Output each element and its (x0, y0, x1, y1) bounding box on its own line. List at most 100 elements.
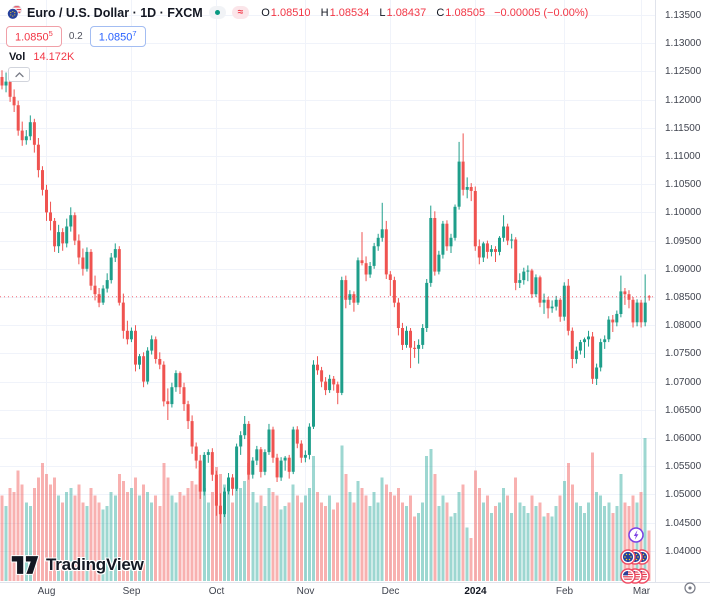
volume-bar (489, 513, 493, 581)
candle (380, 202, 384, 242)
volume-bar (473, 470, 477, 581)
price-tick-label: 1.05500 (665, 460, 702, 472)
volume-bar (384, 484, 388, 581)
volume-bar (61, 502, 65, 581)
volume-bar (214, 466, 218, 581)
event-badges[interactable] (614, 520, 654, 586)
buy-button[interactable]: 1.08507 (89, 26, 146, 47)
price-tick-label: 1.09000 (665, 263, 702, 275)
volume-bar (457, 491, 461, 582)
price-tick-label: 1.12500 (665, 65, 702, 77)
volume-bar (550, 516, 554, 581)
candle (413, 341, 417, 358)
eu-flag-event-icons[interactable] (621, 550, 649, 564)
volume-bar (599, 495, 603, 581)
price-axis[interactable]: 1.08505 19:29:04 14.172K 1.135001.130001… (655, 0, 710, 582)
candle (494, 246, 497, 262)
candle (340, 276, 344, 396)
volume-bar (235, 477, 239, 581)
volume-bar (105, 506, 109, 581)
market-status-icon[interactable] (208, 6, 226, 19)
price-tick-label: 1.07500 (665, 347, 702, 359)
candle (85, 247, 89, 272)
volume-bar (36, 477, 40, 581)
candle (81, 248, 85, 276)
volume-bar (41, 463, 44, 581)
candle (421, 324, 425, 349)
delayed-data-icon[interactable]: ≈ (231, 6, 250, 19)
volume-bar (405, 506, 408, 581)
volume-bar (570, 484, 574, 581)
candle (299, 440, 303, 463)
candle (312, 360, 315, 429)
close-value: 1.08505 (445, 6, 486, 19)
candle (502, 215, 506, 242)
candle (113, 243, 117, 262)
volume-bar (344, 473, 348, 581)
candle (546, 297, 550, 319)
candle (129, 327, 133, 343)
volume-bar (615, 506, 619, 581)
price-tick-label: 1.10500 (665, 178, 702, 190)
candle (283, 456, 287, 471)
candle (53, 218, 57, 252)
candle (574, 346, 578, 364)
ask-price: 1.0850 (98, 31, 133, 44)
volume-bar (32, 488, 36, 581)
sell-button[interactable]: 1.08505 (6, 26, 62, 47)
volume-bar (578, 506, 582, 581)
volume-bar (437, 506, 441, 581)
volume-bar (591, 452, 595, 581)
time-tick-label: Aug (37, 586, 56, 597)
volume-bar (287, 502, 291, 581)
volume-legend: Vol 14.172K (9, 51, 74, 63)
volume-bar (117, 473, 121, 581)
lightning-event-icon[interactable] (628, 527, 644, 543)
axis-settings-icon[interactable] (683, 581, 697, 595)
collapse-button[interactable] (8, 67, 30, 82)
candle (356, 257, 360, 305)
candle (615, 310, 619, 327)
spread-value: 0.2 (68, 30, 83, 42)
us-flag-event-icons[interactable] (621, 569, 649, 583)
time-tick-label: Dec (381, 586, 400, 597)
volume-bar (320, 502, 324, 581)
volume-bar (348, 491, 352, 582)
price-tick-label: 1.13500 (665, 9, 702, 21)
candle (287, 454, 291, 479)
candle (251, 457, 255, 479)
price-tick-label: 1.11500 (665, 122, 701, 134)
candle (61, 228, 65, 251)
volume-bar (526, 513, 530, 581)
candle (643, 274, 647, 327)
bid-ask-widget: 1.08505 0.2 1.08507 (6, 26, 146, 47)
low-label: L (379, 6, 386, 19)
price-tick-label: 1.08500 (665, 291, 702, 303)
candle (498, 236, 501, 256)
candle (461, 133, 465, 196)
tradingview-wordmark: TradingView (46, 555, 144, 574)
candlestick-chart[interactable] (0, 0, 655, 582)
volume-bar (4, 506, 8, 581)
candle (595, 363, 599, 385)
volume-bar (506, 495, 510, 581)
volume-bar (445, 502, 449, 581)
candle (210, 448, 214, 481)
change-value: −0.00005 (−0.00%) (494, 6, 589, 19)
symbol-title[interactable]: Euro / U.S. Dollar · 1D · FXCM (27, 5, 203, 20)
tradingview-logo[interactable]: TradingView (10, 554, 144, 576)
candle (97, 288, 101, 308)
candle (77, 234, 81, 265)
volume-bar (125, 491, 129, 582)
volume-bar (28, 506, 32, 581)
time-axis[interactable]: Aug Sep Oct Nov Dec 2024 Feb Mar (0, 582, 710, 600)
candle (550, 300, 554, 313)
volume-bar (129, 488, 133, 581)
volume-bar (328, 495, 332, 581)
candle (162, 361, 166, 407)
volume-bar (247, 463, 251, 581)
time-tick-label: Feb (555, 586, 574, 597)
candle (570, 327, 574, 369)
volume-bar (45, 473, 48, 581)
candle (206, 449, 210, 463)
